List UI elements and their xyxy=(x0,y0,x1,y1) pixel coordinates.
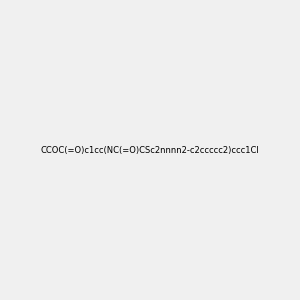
Text: CCOC(=O)c1cc(NC(=O)CSc2nnnn2-c2ccccc2)ccc1Cl: CCOC(=O)c1cc(NC(=O)CSc2nnnn2-c2ccccc2)cc… xyxy=(40,146,260,154)
